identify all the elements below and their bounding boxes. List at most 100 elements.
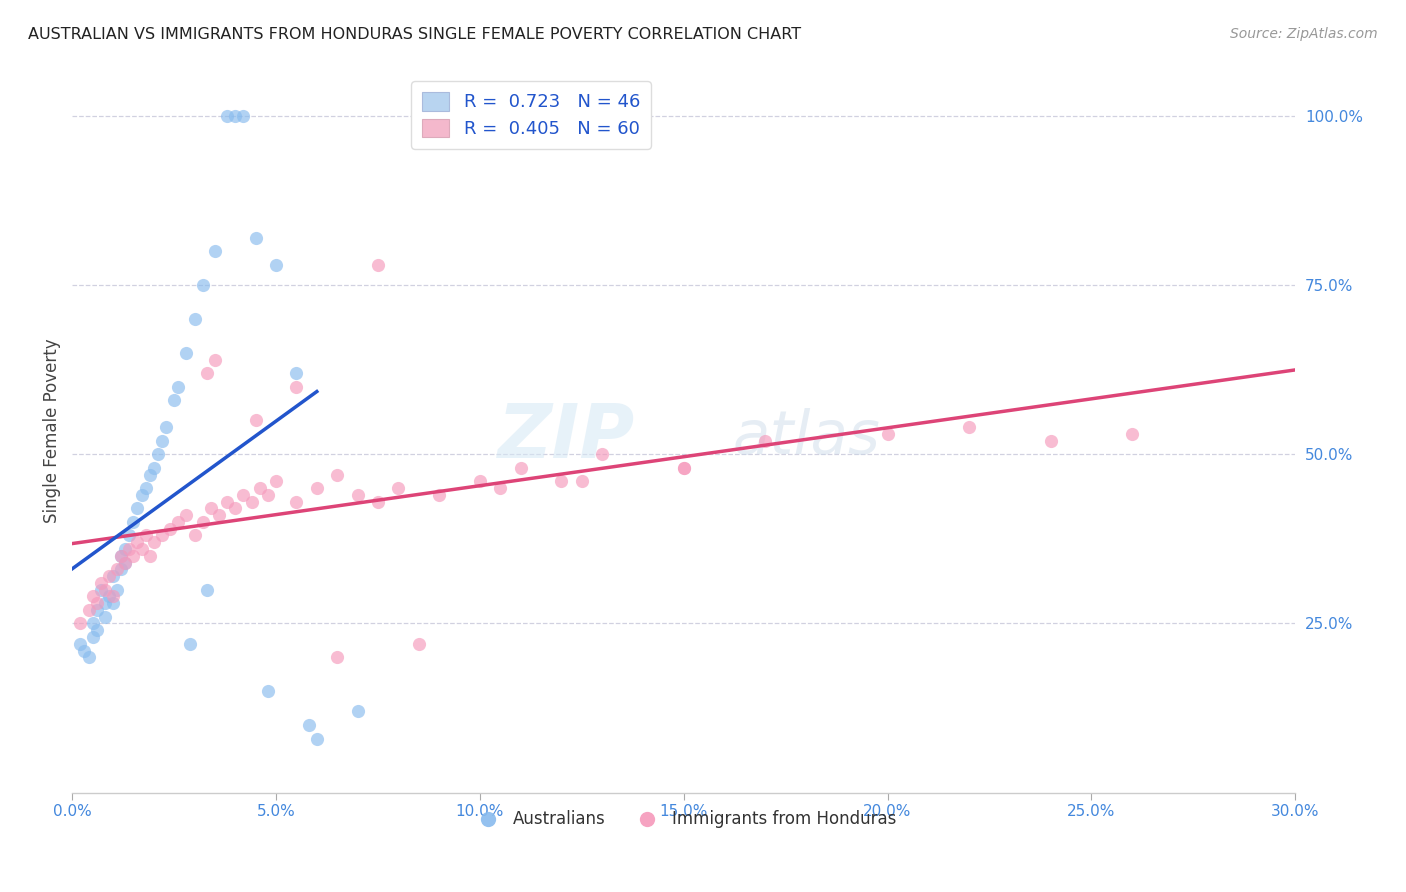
Point — [101, 569, 124, 583]
Point — [142, 460, 165, 475]
Point — [387, 481, 409, 495]
Point — [232, 488, 254, 502]
Point — [90, 582, 112, 597]
Point — [86, 596, 108, 610]
Point — [73, 643, 96, 657]
Point — [150, 434, 173, 448]
Point — [105, 582, 128, 597]
Point — [217, 494, 239, 508]
Point — [876, 427, 898, 442]
Point — [97, 569, 120, 583]
Point — [249, 481, 271, 495]
Point — [346, 705, 368, 719]
Point — [176, 345, 198, 359]
Point — [82, 616, 104, 631]
Point — [245, 413, 267, 427]
Point — [167, 379, 190, 393]
Point — [298, 718, 321, 732]
Point — [200, 501, 222, 516]
Point — [131, 488, 153, 502]
Point — [408, 637, 430, 651]
Point — [127, 535, 149, 549]
Point — [150, 528, 173, 542]
Point — [94, 596, 117, 610]
Point — [1121, 427, 1143, 442]
Point — [285, 379, 308, 393]
Point — [204, 244, 226, 259]
Point — [77, 603, 100, 617]
Point — [114, 556, 136, 570]
Point — [204, 352, 226, 367]
Point — [183, 528, 205, 542]
Text: Source: ZipAtlas.com: Source: ZipAtlas.com — [1230, 27, 1378, 41]
Point — [135, 528, 157, 542]
Point — [509, 460, 531, 475]
Point — [146, 447, 169, 461]
Text: atlas: atlas — [733, 409, 880, 467]
Point — [257, 684, 280, 698]
Point — [105, 562, 128, 576]
Point — [94, 609, 117, 624]
Point — [101, 590, 124, 604]
Point — [427, 488, 450, 502]
Legend: Australians, Immigrants from Honduras: Australians, Immigrants from Honduras — [464, 804, 903, 835]
Text: AUSTRALIAN VS IMMIGRANTS FROM HONDURAS SINGLE FEMALE POVERTY CORRELATION CHART: AUSTRALIAN VS IMMIGRANTS FROM HONDURAS S… — [28, 27, 801, 42]
Point — [285, 494, 308, 508]
Point — [305, 481, 328, 495]
Point — [135, 481, 157, 495]
Point — [159, 522, 181, 536]
Point — [326, 467, 349, 482]
Point — [326, 650, 349, 665]
Point — [142, 535, 165, 549]
Point — [183, 312, 205, 326]
Point — [138, 549, 160, 563]
Point — [77, 650, 100, 665]
Point — [90, 575, 112, 590]
Point — [179, 637, 201, 651]
Point — [257, 488, 280, 502]
Point — [195, 366, 218, 380]
Point — [131, 541, 153, 556]
Point — [127, 501, 149, 516]
Point — [468, 475, 491, 489]
Point — [195, 582, 218, 597]
Point — [122, 515, 145, 529]
Point — [591, 447, 613, 461]
Point — [264, 258, 287, 272]
Point — [191, 278, 214, 293]
Point — [94, 582, 117, 597]
Point — [224, 109, 246, 123]
Point — [114, 541, 136, 556]
Point — [240, 494, 263, 508]
Point — [118, 541, 141, 556]
Point — [167, 515, 190, 529]
Point — [69, 637, 91, 651]
Point — [264, 475, 287, 489]
Point — [122, 549, 145, 563]
Point — [672, 460, 695, 475]
Text: ZIP: ZIP — [498, 401, 634, 475]
Point — [957, 420, 980, 434]
Point — [367, 494, 389, 508]
Point — [550, 475, 572, 489]
Point — [245, 230, 267, 244]
Point — [191, 515, 214, 529]
Point — [101, 596, 124, 610]
Point — [97, 590, 120, 604]
Point — [110, 549, 132, 563]
Point — [217, 109, 239, 123]
Point — [232, 109, 254, 123]
Point — [155, 420, 177, 434]
Point — [489, 481, 512, 495]
Y-axis label: Single Female Poverty: Single Female Poverty — [44, 338, 60, 523]
Point — [571, 475, 593, 489]
Point — [118, 528, 141, 542]
Point — [86, 624, 108, 638]
Point — [69, 616, 91, 631]
Point — [224, 501, 246, 516]
Point — [86, 603, 108, 617]
Point — [82, 630, 104, 644]
Point — [110, 562, 132, 576]
Point — [285, 366, 308, 380]
Point — [176, 508, 198, 523]
